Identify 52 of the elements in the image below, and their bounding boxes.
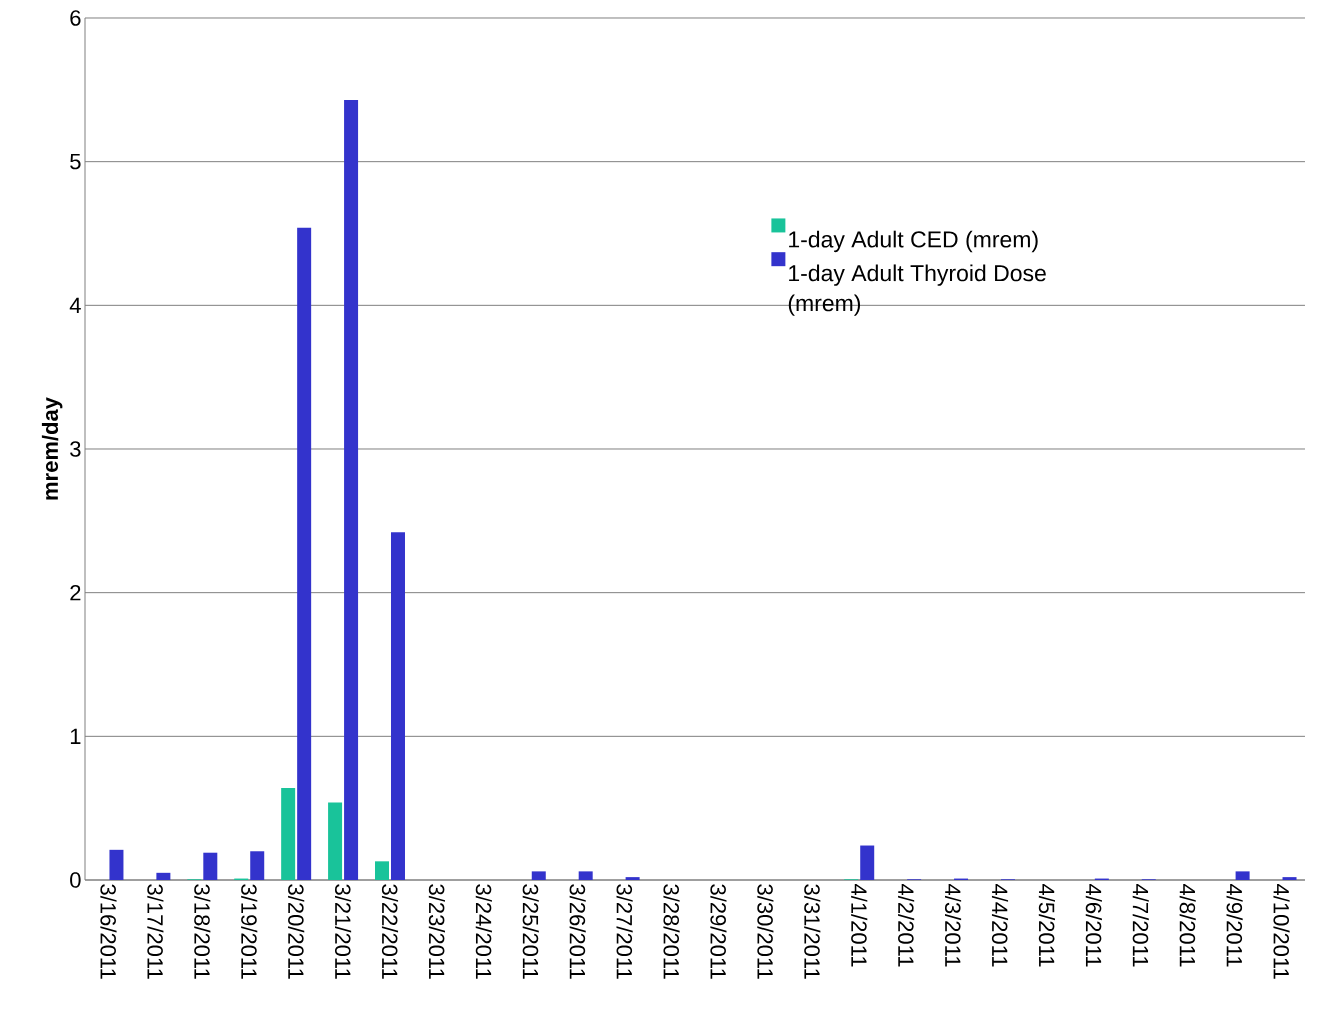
x-tick-label: 4/6/2011 [1085,884,1102,967]
x-tick-label: 4/9/2011 [1226,884,1243,967]
x-tick-label: 3/23/2011 [428,884,445,979]
x-tick-label: 4/2/2011 [898,884,915,967]
x-tick-label: 4/10/2011 [1273,884,1290,979]
bar [578,871,593,880]
y-tick-label: 1 [70,728,81,744]
x-tick-label: 3/21/2011 [334,884,352,979]
bar [344,99,359,880]
x-tick-label: 4/3/2011 [944,884,962,967]
legend-label: 1-day Adult Thyroid Dose (mrem) [788,264,1046,316]
y-tick-label: 0 [70,872,81,888]
x-tick-label: 3/22/2011 [381,884,399,979]
y-tick-label: 5 [70,153,81,170]
x-tick-label: 3/25/2011 [522,884,539,979]
x-tick-label: 4/5/2011 [1038,884,1055,967]
x-tick-label: 3/29/2011 [710,884,727,979]
bar [281,788,296,880]
x-tick-label: 4/8/2011 [1179,884,1196,967]
x-tick-label: 3/27/2011 [616,884,633,979]
y-tick-label: 6 [70,10,81,26]
x-tick-label: 3/20/2011 [288,884,305,979]
y-tick-label: 3 [70,441,81,457]
legend-label: 1-day Adult CED (mrem) [789,230,1038,253]
x-tick-label: 4/1/2011 [851,884,868,967]
bar [297,227,312,880]
x-tick-label: 3/24/2011 [475,884,492,979]
bar [531,871,546,880]
bar [109,849,124,880]
x-tick-label: 3/17/2011 [147,884,164,979]
x-tick-label: 4/4/2011 [991,884,1009,967]
x-tick-label: 3/28/2011 [663,884,680,979]
x-tick-label: 4/7/2011 [1132,884,1149,967]
x-tick-label: 3/19/2011 [241,884,258,979]
x-tick-label: 3/16/2011 [100,884,117,979]
x-tick-label: 3/30/2011 [757,884,774,979]
bar [250,851,265,880]
bar [1282,877,1297,880]
y-tick-label: 2 [70,584,81,601]
x-tick-label: 3/31/2011 [804,884,821,979]
bar [860,845,875,880]
bar [390,532,405,880]
y-tick-label: 4 [69,297,81,313]
x-tick-label: 3/18/2011 [194,884,211,979]
bar [1235,871,1250,880]
x-tick-label: 3/26/2011 [569,884,586,979]
bar [625,877,640,880]
bar [156,872,171,880]
bar [328,802,343,880]
bar [375,861,389,880]
y-axis-title: mrem/day [41,397,63,500]
bar [203,852,218,880]
